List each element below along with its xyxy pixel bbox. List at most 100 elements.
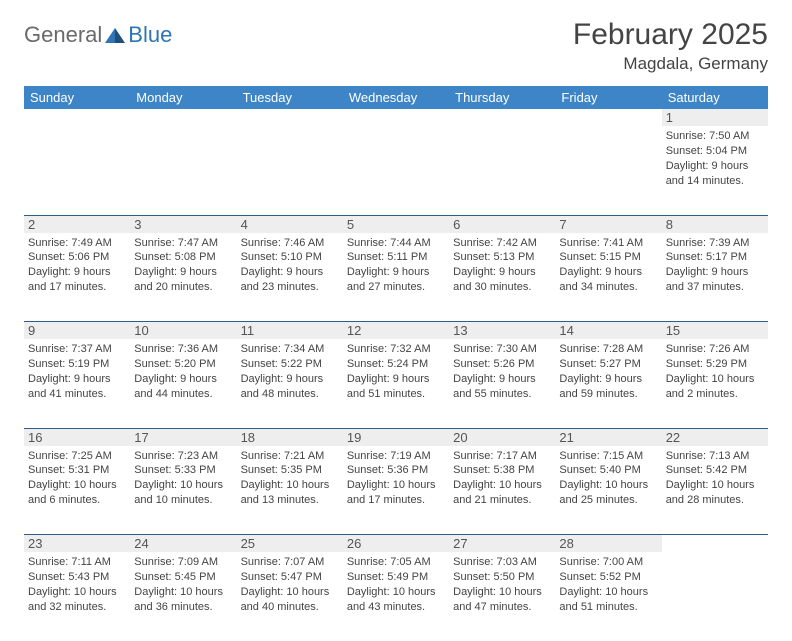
day-number-cell: 27 [449, 535, 555, 553]
day-cell: Sunrise: 7:13 AMSunset: 5:42 PMDaylight:… [662, 446, 768, 535]
sunrise-text: Sunrise: 7:49 AM [28, 236, 126, 251]
weekday-header: Sunday [24, 86, 130, 109]
daylight-line1: Daylight: 10 hours [134, 478, 232, 493]
daylight-line1: Daylight: 10 hours [559, 478, 657, 493]
sunrise-text: Sunrise: 7:50 AM [666, 129, 764, 144]
sunrise-text: Sunrise: 7:36 AM [134, 342, 232, 357]
day-details: Sunrise: 7:00 AMSunset: 5:52 PMDaylight:… [559, 554, 657, 614]
day-number-cell: 1 [662, 109, 768, 126]
day-cell: Sunrise: 7:05 AMSunset: 5:49 PMDaylight:… [343, 552, 449, 641]
day-cell: Sunrise: 7:32 AMSunset: 5:24 PMDaylight:… [343, 339, 449, 428]
daylight-line2: and 17 minutes. [28, 280, 126, 295]
day-number-cell: 8 [662, 215, 768, 233]
day-details: Sunrise: 7:19 AMSunset: 5:36 PMDaylight:… [347, 448, 445, 508]
location: Magdala, Germany [573, 54, 768, 74]
sunset-text: Sunset: 5:43 PM [28, 570, 126, 585]
daylight-line2: and 47 minutes. [453, 600, 551, 615]
day-number-row: 16171819202122 [24, 428, 768, 446]
sunset-text: Sunset: 5:50 PM [453, 570, 551, 585]
day-details: Sunrise: 7:13 AMSunset: 5:42 PMDaylight:… [666, 448, 764, 508]
day-cell: Sunrise: 7:30 AMSunset: 5:26 PMDaylight:… [449, 339, 555, 428]
daylight-line1: Daylight: 9 hours [453, 265, 551, 280]
daylight-line2: and 37 minutes. [666, 280, 764, 295]
day-cell: Sunrise: 7:09 AMSunset: 5:45 PMDaylight:… [130, 552, 236, 641]
sunset-text: Sunset: 5:35 PM [241, 463, 339, 478]
weekday-header: Monday [130, 86, 236, 109]
day-content-row: Sunrise: 7:49 AMSunset: 5:06 PMDaylight:… [24, 233, 768, 322]
daylight-line1: Daylight: 10 hours [453, 478, 551, 493]
daylight-line1: Daylight: 10 hours [666, 372, 764, 387]
day-cell: Sunrise: 7:47 AMSunset: 5:08 PMDaylight:… [130, 233, 236, 322]
day-cell: Sunrise: 7:37 AMSunset: 5:19 PMDaylight:… [24, 339, 130, 428]
sunrise-text: Sunrise: 7:00 AM [559, 555, 657, 570]
day-details: Sunrise: 7:50 AMSunset: 5:04 PMDaylight:… [666, 128, 764, 188]
sunrise-text: Sunrise: 7:47 AM [134, 236, 232, 251]
day-details: Sunrise: 7:49 AMSunset: 5:06 PMDaylight:… [28, 235, 126, 295]
daylight-line1: Daylight: 10 hours [666, 478, 764, 493]
day-cell: Sunrise: 7:07 AMSunset: 5:47 PMDaylight:… [237, 552, 343, 641]
day-cell [24, 126, 130, 215]
day-cell [130, 126, 236, 215]
day-details: Sunrise: 7:09 AMSunset: 5:45 PMDaylight:… [134, 554, 232, 614]
sunset-text: Sunset: 5:33 PM [134, 463, 232, 478]
daylight-line2: and 40 minutes. [241, 600, 339, 615]
day-number-cell [237, 109, 343, 126]
daylight-line2: and 43 minutes. [347, 600, 445, 615]
daylight-line1: Daylight: 9 hours [134, 265, 232, 280]
sunset-text: Sunset: 5:10 PM [241, 250, 339, 265]
day-details: Sunrise: 7:28 AMSunset: 5:27 PMDaylight:… [559, 341, 657, 401]
day-details: Sunrise: 7:36 AMSunset: 5:20 PMDaylight:… [134, 341, 232, 401]
daylight-line2: and 32 minutes. [28, 600, 126, 615]
day-cell: Sunrise: 7:39 AMSunset: 5:17 PMDaylight:… [662, 233, 768, 322]
day-details: Sunrise: 7:15 AMSunset: 5:40 PMDaylight:… [559, 448, 657, 508]
day-number-cell: 14 [555, 322, 661, 340]
day-number-cell [555, 109, 661, 126]
sunset-text: Sunset: 5:26 PM [453, 357, 551, 372]
day-number-cell: 2 [24, 215, 130, 233]
day-cell: Sunrise: 7:42 AMSunset: 5:13 PMDaylight:… [449, 233, 555, 322]
daylight-line2: and 59 minutes. [559, 387, 657, 402]
sunrise-text: Sunrise: 7:05 AM [347, 555, 445, 570]
daylight-line1: Daylight: 10 hours [241, 478, 339, 493]
daylight-line1: Daylight: 9 hours [347, 265, 445, 280]
sunset-text: Sunset: 5:40 PM [559, 463, 657, 478]
day-cell: Sunrise: 7:36 AMSunset: 5:20 PMDaylight:… [130, 339, 236, 428]
day-number-cell [130, 109, 236, 126]
sunset-text: Sunset: 5:31 PM [28, 463, 126, 478]
daylight-line1: Daylight: 10 hours [347, 478, 445, 493]
weekday-header: Tuesday [237, 86, 343, 109]
title-block: February 2025 Magdala, Germany [573, 18, 768, 74]
daylight-line1: Daylight: 9 hours [453, 372, 551, 387]
weekday-header: Thursday [449, 86, 555, 109]
daylight-line1: Daylight: 10 hours [453, 585, 551, 600]
day-content-row: Sunrise: 7:37 AMSunset: 5:19 PMDaylight:… [24, 339, 768, 428]
weekday-header: Friday [555, 86, 661, 109]
day-cell [449, 126, 555, 215]
day-details: Sunrise: 7:25 AMSunset: 5:31 PMDaylight:… [28, 448, 126, 508]
day-number-row: 9101112131415 [24, 322, 768, 340]
daylight-line2: and 14 minutes. [666, 174, 764, 189]
day-cell [343, 126, 449, 215]
sunrise-text: Sunrise: 7:44 AM [347, 236, 445, 251]
weekday-header: Saturday [662, 86, 768, 109]
sunset-text: Sunset: 5:17 PM [666, 250, 764, 265]
day-number-cell: 21 [555, 428, 661, 446]
day-details: Sunrise: 7:32 AMSunset: 5:24 PMDaylight:… [347, 341, 445, 401]
day-cell: Sunrise: 7:49 AMSunset: 5:06 PMDaylight:… [24, 233, 130, 322]
sunset-text: Sunset: 5:38 PM [453, 463, 551, 478]
daylight-line1: Daylight: 10 hours [134, 585, 232, 600]
day-number-cell: 28 [555, 535, 661, 553]
day-number-cell [343, 109, 449, 126]
daylight-line1: Daylight: 9 hours [666, 159, 764, 174]
day-number-row: 232425262728 [24, 535, 768, 553]
header: General Blue February 2025 Magdala, Germ… [24, 18, 768, 74]
day-number-cell: 15 [662, 322, 768, 340]
daylight-line2: and 51 minutes. [559, 600, 657, 615]
logo-mark-icon [104, 26, 126, 44]
day-content-row: Sunrise: 7:11 AMSunset: 5:43 PM Daylight:… [24, 552, 768, 641]
sunrise-text: Sunrise: 7:11 AM [28, 555, 126, 570]
day-details: Sunrise: 7:03 AMSunset: 5:50 PMDaylight:… [453, 554, 551, 614]
day-cell: Sunrise: 7:21 AMSunset: 5:35 PMDaylight:… [237, 446, 343, 535]
day-number-cell: 25 [237, 535, 343, 553]
day-number-cell: 18 [237, 428, 343, 446]
